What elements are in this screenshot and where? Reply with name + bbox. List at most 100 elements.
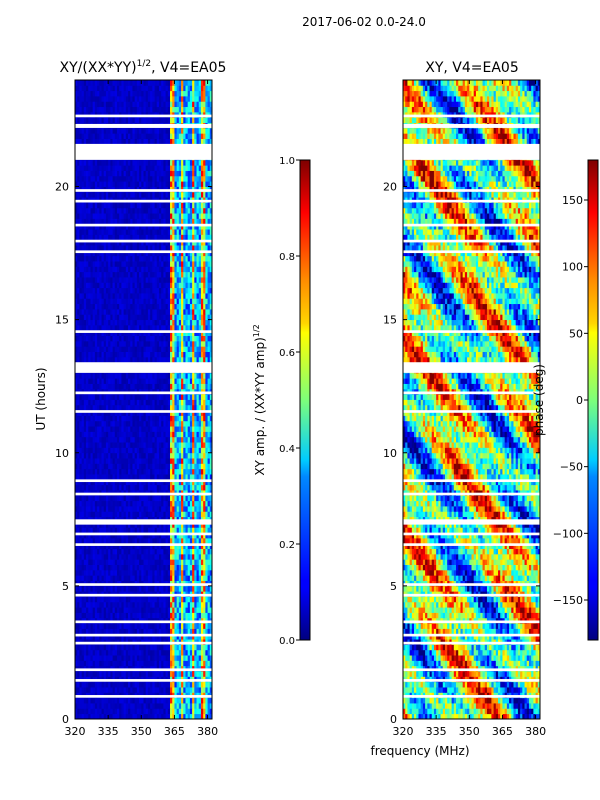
heatmap-cell: [147, 601, 151, 608]
heatmap-cell: [83, 585, 87, 592]
heatmap-cell: [119, 319, 122, 326]
heatmap-cell: [125, 649, 129, 656]
heatmap-cell: [150, 601, 153, 608]
heatmap-cell: [187, 623, 191, 629]
heatmap-cell: [141, 543, 144, 549]
heatmap-cell: [139, 340, 142, 347]
heatmap-cell: [189, 532, 193, 539]
heatmap-cell: [134, 703, 138, 709]
heatmap-cell: [174, 420, 178, 427]
heatmap-cell: [132, 468, 136, 475]
heatmap-cell: [161, 506, 164, 512]
heatmap-cell: [130, 553, 133, 560]
heatmap-cell: [110, 575, 113, 581]
heatmap-cell: [128, 655, 131, 661]
heatmap-cell: [145, 644, 149, 651]
heatmap-cell: [132, 356, 136, 363]
heatmap-cell: [172, 378, 175, 384]
heatmap-cell: [200, 500, 204, 507]
heatmap-cell: [183, 575, 186, 581]
heatmap-cell: [119, 655, 122, 661]
heatmap-cell: [101, 340, 105, 347]
heatmap-cell: [154, 410, 158, 416]
heatmap-cell: [185, 426, 189, 432]
heatmap-cell: [145, 569, 149, 576]
heatmap-cell: [114, 330, 118, 336]
heatmap-cell: [139, 468, 142, 475]
heatmap-cell: [136, 623, 140, 629]
heatmap-cell: [172, 527, 175, 534]
heatmap-cell: [200, 506, 204, 512]
heatmap-cell: [92, 575, 96, 581]
heatmap-cell: [141, 495, 144, 502]
heatmap-cell: [209, 314, 212, 321]
heatmap-cell: [147, 356, 151, 363]
heatmap-cell: [161, 527, 164, 534]
heatmap-cell: [174, 713, 178, 719]
heatmap-cell: [79, 335, 83, 342]
heatmap-cell: [178, 644, 182, 651]
heatmap-cell: [128, 298, 131, 305]
heatmap-cell: [79, 319, 83, 326]
heatmap-cell: [105, 383, 109, 390]
heatmap-cell: [125, 655, 129, 661]
heatmap-cell: [86, 644, 89, 651]
heatmap-cell: [143, 575, 147, 581]
heatmap-cell: [116, 468, 120, 475]
heatmap-cell: [92, 314, 96, 321]
heatmap-cell: [121, 484, 125, 491]
heatmap-cell: [161, 500, 164, 507]
heatmap-cell: [112, 410, 116, 416]
heatmap-cell: [77, 585, 80, 592]
heatmap-cell: [81, 569, 85, 576]
heatmap-cell: [167, 399, 171, 406]
heatmap-cell: [170, 660, 173, 667]
heatmap-cell: [94, 697, 98, 704]
heatmap-cell: [77, 713, 80, 719]
heatmap-cell: [145, 612, 149, 619]
heatmap-cell: [110, 420, 113, 427]
heatmap-cell: [83, 521, 87, 528]
heatmap-cell: [196, 474, 200, 480]
heatmap-cell: [207, 415, 211, 422]
heatmap-cell: [79, 575, 83, 581]
heatmap-cell: [125, 372, 129, 379]
heatmap-cell: [163, 298, 166, 305]
heatmap-cell: [94, 287, 98, 294]
heatmap-cell: [101, 319, 105, 326]
heatmap-cell: [187, 378, 191, 384]
heatmap-cell: [174, 559, 178, 565]
heatmap-cell: [105, 612, 109, 619]
heatmap-cell: [165, 404, 169, 411]
heatmap-cell: [86, 468, 89, 475]
heatmap-cell: [143, 644, 147, 651]
heatmap-cell: [152, 356, 155, 363]
heatmap-cell: [185, 511, 189, 518]
heatmap-cell: [203, 713, 206, 719]
heatmap-cell: [207, 585, 211, 592]
heatmap-cell: [178, 585, 182, 592]
heatmap-cell: [178, 340, 182, 347]
heatmap-cell: [90, 442, 94, 448]
heatmap-cell: [143, 346, 147, 352]
heatmap-cell: [143, 458, 147, 464]
heatmap-cell: [83, 569, 87, 576]
heatmap-cell: [163, 436, 166, 443]
heatmap-cell: [170, 420, 173, 427]
heatmap-cell: [194, 495, 197, 502]
heatmap-cell: [150, 575, 153, 581]
heatmap-cell: [209, 479, 212, 486]
heatmap-cell: [92, 548, 96, 555]
heatmap-cell: [108, 287, 111, 294]
heatmap-cell: [112, 607, 116, 613]
heatmap-cell: [200, 330, 204, 336]
heatmap-cell: [194, 468, 197, 475]
heatmap-cell: [125, 543, 129, 549]
heatmap-cell: [181, 463, 184, 470]
heatmap-cell: [185, 607, 189, 613]
heatmap-cell: [110, 431, 113, 438]
heatmap-cell: [83, 649, 87, 656]
heatmap-cell: [207, 324, 211, 331]
heatmap-cell: [139, 447, 142, 454]
heatmap-cell: [110, 703, 113, 709]
